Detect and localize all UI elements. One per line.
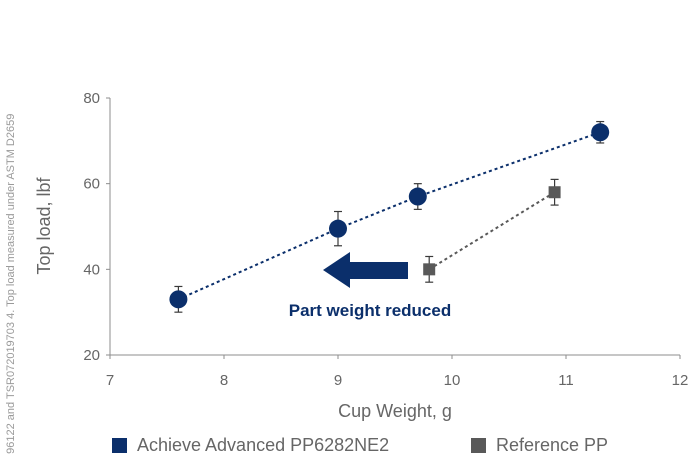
trendlines <box>177 131 601 301</box>
legend-marker-series-1 <box>112 438 127 453</box>
error-bars <box>174 120 605 313</box>
y-axis-title: Top load, lbf <box>34 176 54 274</box>
x-axis-title: Cup Weight, g <box>338 401 452 421</box>
trendline-series-2 <box>428 191 556 271</box>
y-tick-label: 60 <box>83 176 100 193</box>
axes <box>109 98 680 356</box>
y-tick-label: 20 <box>83 347 100 364</box>
arrow-shaft <box>346 262 408 279</box>
x-tick-label: 12 <box>672 372 689 389</box>
data-point-series-1 <box>408 187 427 206</box>
data-points <box>169 123 610 309</box>
x-ticks: 7 8 9 10 11 12 <box>106 355 689 389</box>
trendline-series-1 <box>177 131 601 301</box>
legend-marker-series-2 <box>471 438 486 453</box>
data-point-series-1 <box>169 290 188 309</box>
y-ticks: 20 40 60 80 <box>83 90 110 364</box>
side-note: 196122 and TSR072019703 4. Top load meas… <box>5 114 17 454</box>
x-tick-label: 7 <box>106 372 114 389</box>
data-point-series-2 <box>423 263 436 276</box>
legend-label-series-1: Achieve Advanced PP6282NE2 <box>137 435 389 454</box>
x-tick-label: 11 <box>558 372 574 389</box>
y-tick-label: 80 <box>83 90 100 107</box>
data-point-series-1 <box>591 123 610 142</box>
legend: Achieve Advanced PP6282NE2 Reference PP <box>112 435 608 454</box>
x-tick-label: 8 <box>220 372 228 389</box>
data-point-series-2 <box>548 186 561 199</box>
annotation-text: Part weight reduced <box>289 301 451 320</box>
arrow-head <box>323 252 350 288</box>
x-tick-label: 10 <box>444 372 461 389</box>
y-tick-label: 40 <box>83 261 100 278</box>
legend-label-series-2: Reference PP <box>496 435 608 454</box>
data-point-series-1 <box>329 219 347 238</box>
annotation: Part weight reduced <box>289 252 451 320</box>
x-tick-label: 9 <box>334 372 342 389</box>
